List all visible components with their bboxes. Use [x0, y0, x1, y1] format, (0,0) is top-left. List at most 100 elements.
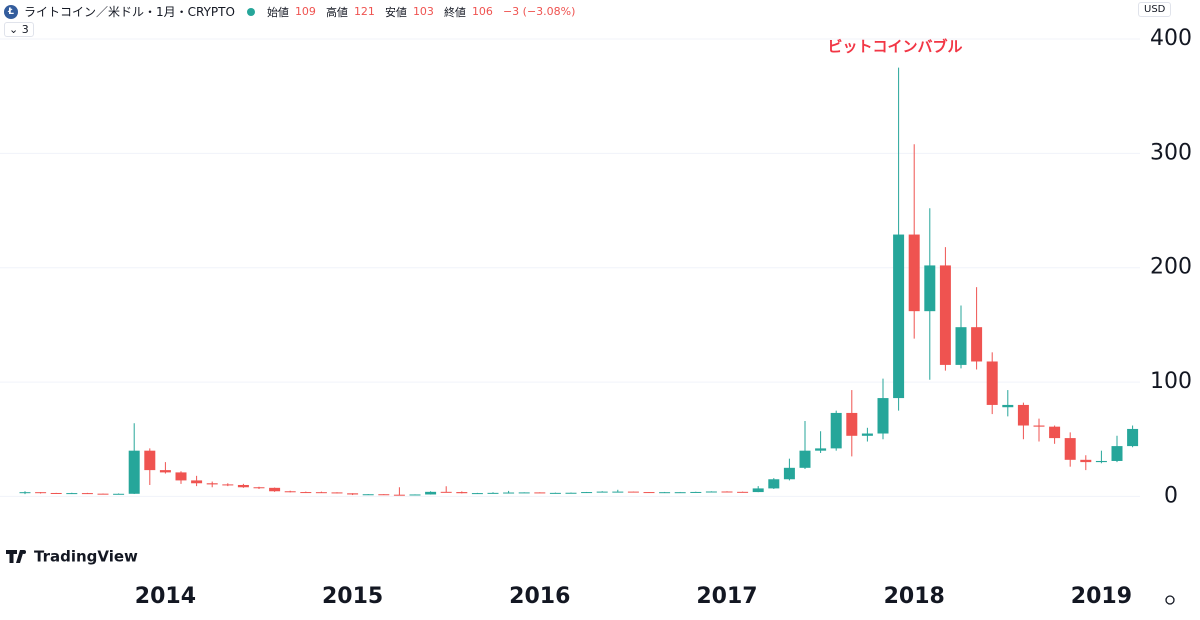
annotation: ビットコインバブル — [827, 38, 962, 56]
candle-body — [799, 450, 811, 468]
brand-name: TradingView — [34, 548, 138, 566]
candle-body — [596, 491, 608, 493]
x-tick-label: 2015 — [322, 584, 383, 609]
candle-body — [284, 491, 296, 493]
candle-body — [144, 450, 156, 471]
candle-body — [986, 361, 998, 405]
candle-body — [113, 493, 125, 495]
x-tick-label: 2016 — [509, 584, 570, 609]
ohlc-value: 121 — [353, 5, 375, 18]
candle-body — [50, 492, 62, 494]
candle-body — [35, 492, 47, 494]
candle-body — [409, 494, 421, 496]
candle-body — [939, 265, 951, 365]
candle-body — [66, 493, 78, 495]
change: −3 (−3.08%) — [502, 5, 576, 18]
y-tick-label: 0 — [1164, 483, 1178, 508]
candle-body — [565, 492, 577, 494]
symbol-name[interactable]: ライトコイン／米ドル・1月・CRYPTO — [24, 5, 235, 19]
candle-body — [362, 494, 374, 496]
candle-body — [877, 398, 889, 434]
currency[interactable]: USD — [1138, 2, 1172, 17]
candle-body — [1064, 438, 1076, 460]
candle-body — [1080, 459, 1092, 463]
candle-body — [971, 327, 983, 362]
x-tick-label: 2019 — [1071, 584, 1132, 609]
y-tick-label: 400 — [1150, 26, 1192, 51]
candle-body — [768, 479, 780, 489]
candle-body — [331, 492, 343, 494]
candle-body — [471, 493, 483, 495]
candle-body — [659, 492, 671, 494]
candle-body — [1017, 404, 1029, 426]
candle-body — [487, 492, 499, 494]
candle-body — [378, 494, 390, 496]
candle-body — [752, 488, 764, 493]
candle-body — [300, 492, 312, 494]
candle-body — [175, 472, 187, 481]
indicator-count: 3 — [21, 23, 29, 36]
candle-body — [893, 234, 905, 399]
candle-body — [19, 492, 31, 494]
candle-body — [534, 492, 546, 494]
candle-body — [253, 487, 265, 489]
ohlc-value: 103 — [412, 5, 434, 18]
x-tick-label: 2017 — [696, 584, 757, 609]
candle-body — [1049, 426, 1061, 439]
candle-body — [315, 492, 327, 494]
candle-body — [721, 491, 733, 493]
candle-body — [690, 491, 702, 493]
x-tick-label: 2018 — [884, 584, 945, 609]
candle-body — [128, 450, 140, 494]
y-tick-label: 200 — [1150, 255, 1192, 280]
candle-body — [159, 470, 171, 473]
ohlc-label: 高値 — [325, 5, 348, 19]
candle-body — [627, 491, 639, 493]
candle-body — [815, 448, 827, 451]
candle-body — [393, 494, 405, 496]
candle-body — [1002, 404, 1014, 408]
y-tick-label: 300 — [1150, 140, 1192, 165]
candle-body — [924, 265, 936, 312]
candle-body — [955, 327, 967, 365]
candle-body — [191, 480, 203, 484]
symbol-icon: Ł — [4, 4, 18, 19]
y-tick-label: 100 — [1150, 369, 1192, 394]
candle-body — [861, 433, 873, 436]
candle-body — [503, 492, 515, 494]
symbol-header: Ł ライトコイン／米ドル・1月・CRYPTO 始値 109 高値 121 安値 103… — [4, 3, 579, 20]
candle-body — [1111, 446, 1123, 461]
candle-body — [581, 492, 593, 494]
candle-body — [425, 491, 437, 495]
candle-body — [206, 483, 218, 485]
candle-body — [549, 492, 561, 494]
candle-body — [347, 493, 359, 495]
candle-body — [237, 484, 249, 488]
indicator-toggle[interactable]: ⌄ 3 — [4, 22, 34, 37]
market-status — [246, 7, 255, 16]
candle-body — [1127, 428, 1139, 447]
candle-body — [908, 234, 920, 312]
candle-body — [269, 487, 281, 492]
candle-body — [1033, 425, 1045, 427]
ohlc-label: 始値 — [266, 5, 289, 19]
candle-body — [643, 492, 655, 494]
candle-body — [783, 467, 795, 480]
candle-body — [97, 493, 109, 495]
ohlc-label: 終値 — [443, 5, 466, 19]
candle-body — [705, 491, 717, 493]
candle-body — [1095, 460, 1107, 463]
settings-icon[interactable] — [1165, 595, 1175, 605]
candle-body — [737, 491, 749, 493]
x-tick-label: 2014 — [135, 584, 196, 609]
ohlc-label: 安値 — [384, 5, 407, 19]
candle-body — [456, 492, 468, 494]
ohlc-value: 106 — [471, 5, 493, 18]
ohlc-value: 109 — [294, 5, 316, 18]
candle-body — [222, 484, 234, 486]
candle-body — [518, 492, 530, 494]
candle-body — [81, 493, 93, 495]
candle-body — [846, 412, 858, 436]
